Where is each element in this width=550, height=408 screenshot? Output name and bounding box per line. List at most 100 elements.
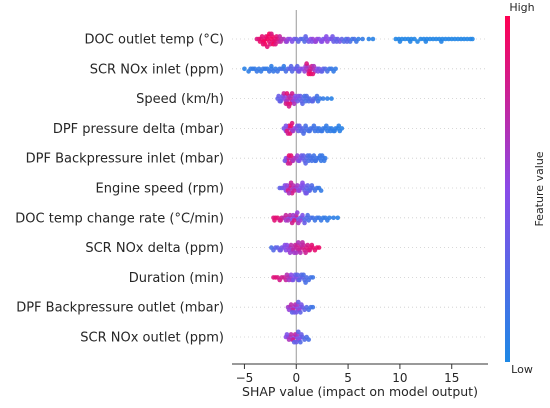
shap-point xyxy=(307,128,313,134)
shap-point xyxy=(269,63,274,69)
colorbar-low-label: Low xyxy=(511,363,533,376)
feature-labels: DOC outlet temp (°C) SCR NOx inlet (ppm) S… xyxy=(15,33,224,346)
shap-point xyxy=(272,218,277,223)
shap-point xyxy=(284,332,290,337)
shap-point xyxy=(282,158,288,164)
shap-point xyxy=(333,66,338,72)
shap-point xyxy=(309,183,315,188)
shap-point xyxy=(299,302,304,307)
shap-point xyxy=(293,250,299,256)
shap-point xyxy=(423,39,429,44)
colorbar-gradient xyxy=(505,16,510,362)
shap-point xyxy=(285,218,291,223)
shap-point xyxy=(439,39,444,44)
shap-point xyxy=(300,180,305,186)
shap-point xyxy=(356,36,361,42)
shap-point xyxy=(291,218,297,223)
shap-point xyxy=(297,188,302,193)
shap-point xyxy=(290,183,296,188)
shap-point xyxy=(309,158,315,164)
shap-point xyxy=(311,63,317,69)
shap-point xyxy=(332,128,337,134)
shap-point xyxy=(310,304,316,310)
shap-point xyxy=(302,220,307,226)
shap-point xyxy=(284,91,290,96)
shap-point xyxy=(297,158,302,164)
feature-label: DPF pressure delta (mbar) xyxy=(53,122,224,137)
shap-point xyxy=(305,212,310,218)
x-axis-ticks: −5 0 5 10 15 xyxy=(236,364,459,385)
shap-point xyxy=(307,188,313,193)
shap-point xyxy=(309,242,315,248)
shap-point xyxy=(298,339,303,345)
shap-point xyxy=(286,190,292,196)
shap-point xyxy=(275,69,280,74)
shap-point xyxy=(470,36,475,42)
shap-point xyxy=(291,101,297,107)
colorbar: High Low Feature value xyxy=(505,1,546,376)
feature-label: DOC outlet temp (°C) xyxy=(85,33,224,48)
shap-point xyxy=(339,126,345,131)
shap-point xyxy=(282,242,288,248)
shap-point xyxy=(307,153,313,158)
shap-point xyxy=(257,39,263,44)
shap-point xyxy=(334,39,339,44)
shap-point xyxy=(301,153,306,158)
shap-point xyxy=(291,188,297,193)
shap-point xyxy=(301,272,306,278)
shap-point xyxy=(296,93,301,99)
shap-point xyxy=(306,337,312,342)
shap-point xyxy=(290,128,296,134)
shap-point xyxy=(269,31,274,37)
shap-point xyxy=(319,153,325,158)
shap-point xyxy=(296,299,301,305)
shap-point xyxy=(295,210,300,215)
shap-point xyxy=(287,250,293,256)
shap-point xyxy=(296,240,301,245)
shap-point xyxy=(298,250,303,256)
shap-point xyxy=(310,98,316,104)
shap-point xyxy=(305,242,310,248)
shap-point xyxy=(309,39,315,44)
shap-point xyxy=(313,158,319,164)
colorbar-high-label: High xyxy=(509,1,534,14)
feature-label: Engine speed (rpm) xyxy=(96,182,225,197)
shap-point xyxy=(310,71,316,77)
shap-point xyxy=(284,272,290,278)
shap-point xyxy=(260,41,266,47)
shap-point xyxy=(304,61,309,66)
shap-point xyxy=(300,212,305,218)
shap-point xyxy=(264,44,270,50)
shap-point xyxy=(288,272,294,278)
shap-point xyxy=(297,123,302,129)
shap-point xyxy=(325,96,330,101)
shap-point xyxy=(267,69,272,74)
shap-point xyxy=(288,242,294,248)
shap-point xyxy=(303,280,308,285)
feature-label: Duration (min) xyxy=(129,271,224,286)
shap-point xyxy=(288,153,294,158)
shap-point xyxy=(297,277,302,283)
x-tick-label: 10 xyxy=(392,371,407,385)
shap-point xyxy=(254,36,260,42)
shap-point xyxy=(415,39,420,44)
shap-point xyxy=(407,39,413,44)
shap-point xyxy=(250,66,256,72)
shap-point xyxy=(330,34,335,39)
colorbar-title: Feature value xyxy=(533,151,546,226)
shap-point xyxy=(321,158,327,164)
shap-point xyxy=(303,250,308,256)
feature-label: DOC temp change rate (°C/min) xyxy=(15,211,224,226)
shap-point xyxy=(254,69,260,74)
shap-point xyxy=(289,120,295,126)
shap-point xyxy=(306,98,312,104)
shap-point xyxy=(284,183,290,188)
shap-point xyxy=(297,69,302,74)
shap-point xyxy=(295,153,300,158)
shap-point xyxy=(301,131,306,136)
shap-point xyxy=(296,329,301,335)
shap-point xyxy=(290,158,296,164)
shap-point xyxy=(298,310,303,315)
shap-point xyxy=(288,63,294,69)
